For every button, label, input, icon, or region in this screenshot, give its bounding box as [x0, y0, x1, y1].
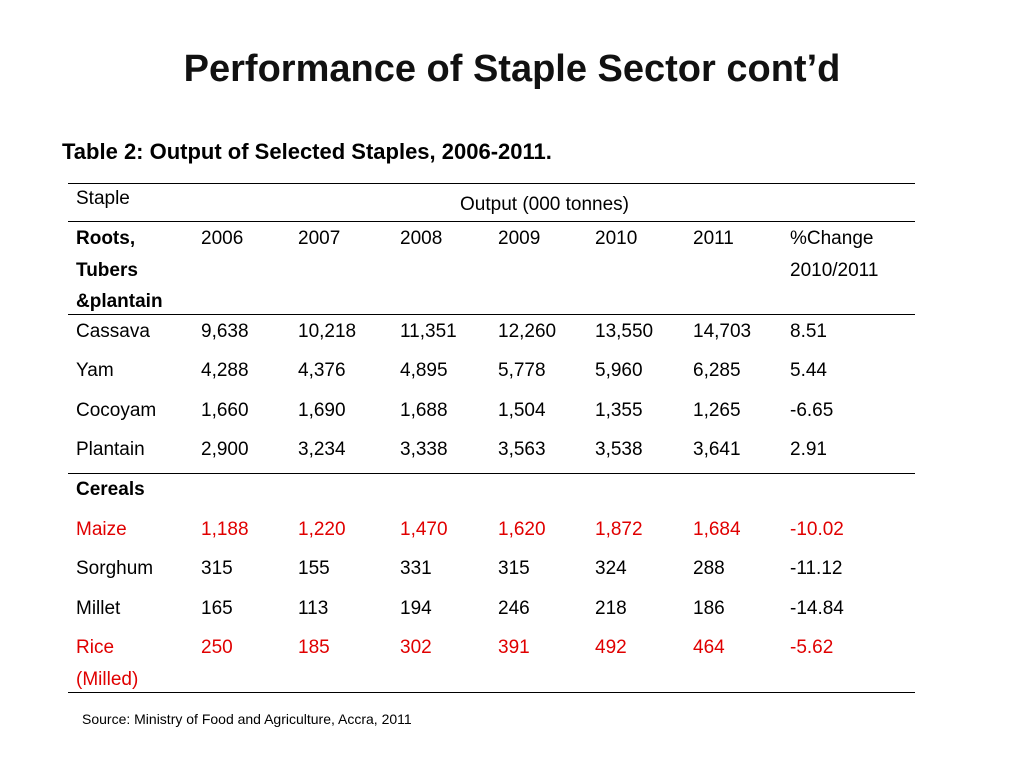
table-cell: 492: [595, 637, 627, 658]
table-cell: 1,660: [201, 400, 249, 421]
column-header: 2010/2011: [790, 259, 879, 281]
column-header: 2011: [693, 228, 734, 249]
rule-line: [68, 692, 915, 693]
table-cell: 3,338: [400, 439, 448, 460]
table-cell: 331: [400, 558, 432, 579]
table-cell: 12,260: [498, 321, 557, 342]
table-cell: 1,684: [693, 519, 741, 540]
table-cell: 6,285: [693, 360, 741, 381]
table-cell: (Milled): [76, 668, 139, 690]
rule-line: [68, 473, 915, 474]
table-cell: 3,538: [595, 439, 643, 460]
table-cell: Rice: [76, 637, 115, 658]
table-cell: 1,188: [201, 519, 249, 540]
table-cell: -11.12: [790, 558, 843, 579]
table-cell: 1,265: [693, 400, 741, 421]
table-cell: 1,690: [298, 400, 346, 421]
table-cell: Yam: [76, 360, 114, 381]
table-cell: 8.51: [790, 321, 827, 342]
table-cell: 1,620: [498, 519, 546, 540]
table-cell: 1,470: [400, 519, 448, 540]
header-cell: Output (000 tonnes): [460, 194, 629, 215]
column-header: 2008: [400, 228, 443, 249]
slide-title: Performance of Staple Sector cont’d: [183, 48, 841, 90]
table-cell: 185: [298, 637, 330, 658]
table-cell: 194: [400, 598, 432, 619]
column-header: Roots,: [76, 228, 136, 249]
column-header: %Change: [790, 228, 874, 249]
table-cell: 5.44: [790, 360, 827, 381]
table-caption: Table 2: Output of Selected Staples, 200…: [62, 139, 552, 164]
table-cell: 10,218: [298, 321, 357, 342]
table-cell: Millet: [76, 598, 121, 619]
table-cell: Cocoyam: [76, 400, 157, 421]
table-cell: 288: [693, 558, 725, 579]
column-header: &plantain: [76, 291, 163, 312]
table-cell: 1,688: [400, 400, 448, 421]
table-cell: 2.91: [790, 439, 827, 460]
table-cell: 165: [201, 598, 233, 619]
table-cell: -6.65: [790, 400, 834, 421]
table-cell: 246: [498, 598, 530, 619]
table-cell: 14,703: [693, 321, 752, 342]
table-cell: -5.62: [790, 637, 834, 658]
column-header: 2007: [298, 228, 341, 249]
source-note: Source: Ministry of Food and Agriculture…: [82, 711, 412, 727]
table-cell: 3,641: [693, 439, 741, 460]
table-cell: 2,900: [201, 439, 249, 460]
table-cell: Cereals: [76, 479, 145, 500]
table-cell: 186: [693, 598, 725, 619]
table-cell: 4,895: [400, 360, 448, 381]
column-header: 2010: [595, 228, 638, 249]
table-cell: Plantain: [76, 439, 145, 460]
table-cell: 218: [595, 598, 627, 619]
table-cell: 3,563: [498, 439, 546, 460]
table-cell: 315: [201, 558, 233, 579]
table-cell: 1,872: [595, 519, 643, 540]
table-cell: 155: [298, 558, 330, 579]
column-header: Tubers: [76, 259, 138, 281]
table-cell: 324: [595, 558, 627, 579]
table-cell: 4,288: [201, 360, 249, 381]
column-header: 2006: [201, 228, 244, 249]
table-cell: 1,355: [595, 400, 643, 421]
rule-line: [68, 183, 915, 184]
table-cell: 464: [693, 637, 725, 658]
table-cell: 4,376: [298, 360, 346, 381]
column-header: 2009: [498, 228, 541, 249]
table-cell: 302: [400, 637, 432, 658]
table-cell: Cassava: [76, 321, 150, 342]
rule-line: [68, 314, 915, 315]
table-cell: 3,234: [298, 439, 346, 460]
rule-line: [68, 221, 915, 222]
table-cell: 5,778: [498, 360, 546, 381]
table-cell: -10.02: [790, 519, 844, 540]
header-cell: Staple: [76, 188, 130, 209]
table-cell: 13,550: [595, 321, 654, 342]
table-cell: Maize: [76, 519, 127, 540]
table-cell: 5,960: [595, 360, 643, 381]
table-cell: 391: [498, 637, 530, 658]
table-cell: 11,351: [400, 321, 457, 342]
table-cell: 1,220: [298, 519, 346, 540]
table-cell: 250: [201, 637, 233, 658]
table-cell: Sorghum: [76, 558, 154, 579]
table-cell: -14.84: [790, 598, 844, 619]
table-cell: 315: [498, 558, 530, 579]
table-cell: 9,638: [201, 321, 249, 342]
table-cell: 1,504: [498, 400, 546, 421]
table-cell: 113: [298, 598, 329, 619]
